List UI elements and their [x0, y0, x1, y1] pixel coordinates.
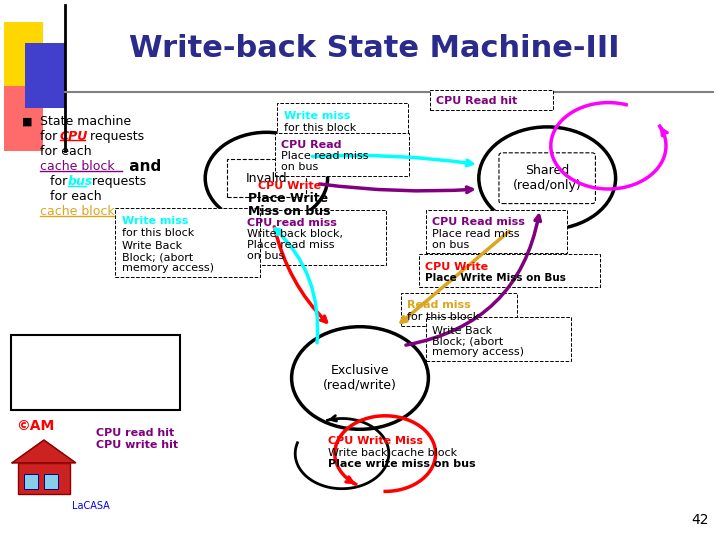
Text: for: for: [50, 175, 72, 188]
FancyBboxPatch shape: [25, 43, 65, 108]
Text: for this block: for this block: [122, 228, 194, 238]
Text: Miss on bus: Miss on bus: [248, 205, 331, 218]
Text: Shared
(read/only): Shared (read/only): [513, 164, 582, 192]
Text: LaCASA: LaCASA: [72, 501, 109, 511]
Text: State machine: State machine: [40, 115, 131, 128]
Text: Block; (abort: Block; (abort: [122, 252, 194, 262]
FancyBboxPatch shape: [277, 103, 408, 136]
Text: Place Write Miss on Bus: Place Write Miss on Bus: [425, 273, 566, 283]
Circle shape: [292, 327, 428, 429]
Text: CPU read hit: CPU read hit: [96, 428, 174, 438]
Text: Write back block,: Write back block,: [247, 230, 343, 240]
Text: memory access): memory access): [432, 347, 524, 357]
Text: on bus: on bus: [247, 251, 284, 261]
Text: and: and: [124, 159, 161, 174]
Text: ©AM: ©AM: [16, 418, 54, 433]
Text: CPU Write: CPU Write: [425, 262, 488, 272]
Text: cache block: cache block: [40, 205, 114, 218]
Text: Write Back: Write Back: [122, 241, 183, 252]
FancyBboxPatch shape: [227, 159, 306, 197]
Text: CPU Write Miss: CPU Write Miss: [328, 436, 423, 447]
Text: CPU Write: CPU Write: [258, 181, 321, 191]
Text: for each: for each: [50, 190, 102, 203]
FancyBboxPatch shape: [241, 210, 386, 265]
Text: CPU Read: CPU Read: [281, 140, 341, 151]
Text: Invalid: Invalid: [246, 172, 287, 185]
Text: on bus: on bus: [432, 240, 469, 250]
FancyBboxPatch shape: [419, 254, 600, 287]
Text: CPU: CPU: [60, 130, 88, 143]
FancyBboxPatch shape: [275, 133, 409, 176]
Text: requests: requests: [88, 175, 146, 188]
Text: for this block: for this block: [284, 123, 356, 133]
FancyBboxPatch shape: [115, 208, 260, 277]
Text: Read miss: Read miss: [407, 300, 471, 310]
Text: on bus: on bus: [281, 162, 318, 172]
FancyBboxPatch shape: [401, 293, 517, 326]
Text: ■: ■: [22, 117, 32, 126]
Text: Write Back: Write Back: [432, 326, 492, 336]
Text: bus: bus: [68, 175, 93, 188]
FancyBboxPatch shape: [18, 463, 70, 494]
Text: Block; (abort: Block; (abort: [432, 336, 503, 347]
Text: Exclusive
(read/write): Exclusive (read/write): [323, 364, 397, 392]
Text: CPU read miss: CPU read miss: [247, 218, 337, 228]
FancyBboxPatch shape: [4, 22, 43, 86]
Text: CPU write hit: CPU write hit: [96, 440, 178, 450]
FancyBboxPatch shape: [430, 90, 553, 110]
Text: Write back cache block: Write back cache block: [328, 448, 456, 458]
Text: for each: for each: [40, 145, 91, 158]
FancyBboxPatch shape: [4, 86, 43, 151]
Polygon shape: [12, 440, 76, 463]
Text: Cache Block
State: Cache Block State: [32, 352, 155, 391]
Text: CPU Read hit: CPU Read hit: [436, 96, 517, 106]
FancyBboxPatch shape: [426, 317, 571, 361]
FancyBboxPatch shape: [24, 474, 38, 489]
FancyBboxPatch shape: [11, 335, 180, 410]
Text: Place read miss: Place read miss: [247, 240, 335, 251]
Circle shape: [205, 132, 328, 224]
Text: Write miss: Write miss: [284, 111, 351, 121]
Circle shape: [479, 127, 616, 230]
FancyBboxPatch shape: [44, 474, 58, 489]
Text: cache block: cache block: [40, 160, 114, 173]
Text: Place Write: Place Write: [248, 192, 328, 205]
Text: Place read miss: Place read miss: [281, 151, 369, 161]
Text: Place write miss on bus: Place write miss on bus: [328, 459, 475, 469]
Text: for this block: for this block: [407, 312, 479, 322]
Text: CPU Read miss: CPU Read miss: [432, 217, 525, 227]
Text: for: for: [40, 130, 61, 143]
Text: Write miss: Write miss: [122, 216, 189, 226]
Text: 42: 42: [692, 512, 709, 526]
Text: Place read miss: Place read miss: [432, 229, 520, 239]
FancyBboxPatch shape: [499, 153, 595, 204]
FancyBboxPatch shape: [426, 210, 567, 253]
Text: Write-back State Machine-III: Write-back State Machine-III: [129, 34, 620, 63]
Text: requests: requests: [86, 130, 145, 143]
Text: memory access): memory access): [122, 263, 215, 273]
